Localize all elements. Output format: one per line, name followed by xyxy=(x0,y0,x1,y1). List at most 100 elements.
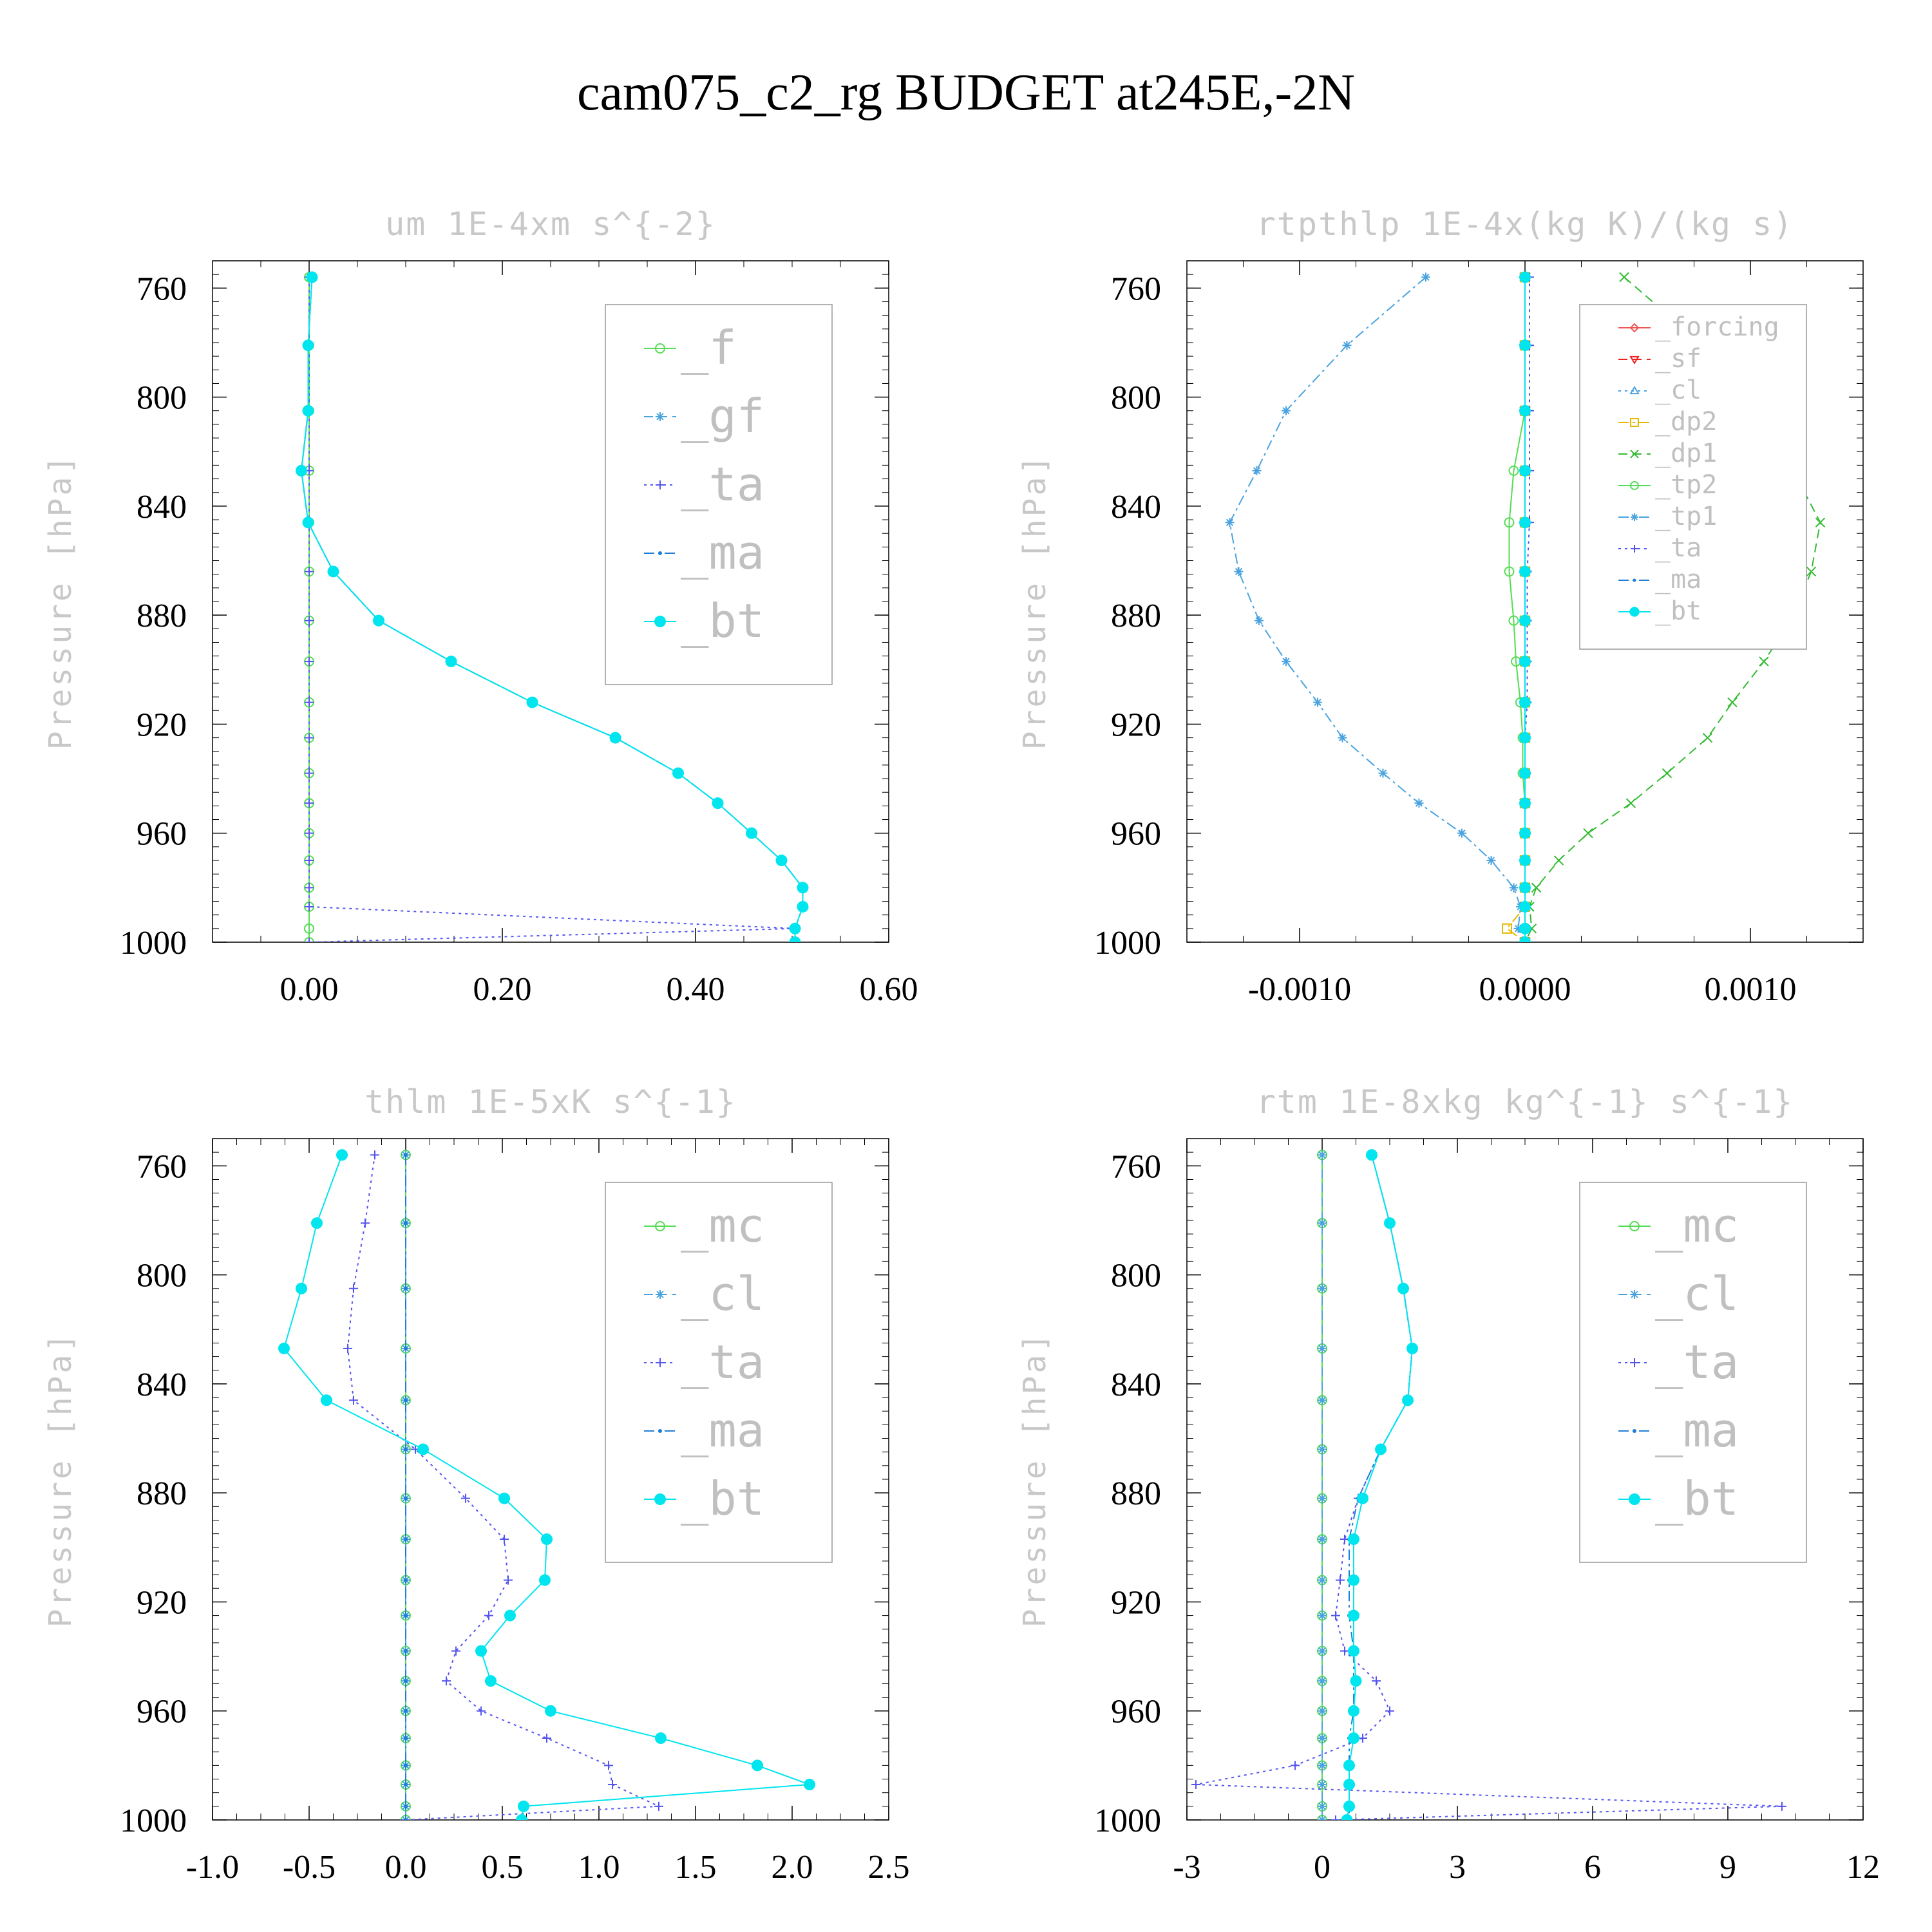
data-point-ta xyxy=(349,1283,358,1293)
data-point-tp2 xyxy=(1508,465,1519,476)
data-point-bt xyxy=(775,855,788,867)
data-point-ta xyxy=(461,1493,470,1503)
series-group xyxy=(1191,1149,1786,1820)
legend: _f _gf _ta _ma _bt xyxy=(605,304,833,685)
data-point-bt xyxy=(1519,922,1531,934)
legend-marker xyxy=(1629,607,1640,617)
data-point-bt xyxy=(789,936,801,942)
legend-label: _sf xyxy=(1655,344,1701,374)
y-tick-label: 1000 xyxy=(1094,1803,1161,1839)
data-point-tp1 xyxy=(1421,272,1430,282)
legend-marker xyxy=(658,551,662,555)
data-point-bt xyxy=(789,922,801,934)
legend-marker xyxy=(656,1290,665,1299)
legend-marker xyxy=(1629,355,1640,365)
x-tick-label: -0.5 xyxy=(283,1849,336,1886)
data-point-ta xyxy=(1340,1646,1349,1656)
data-point-ta xyxy=(370,1150,379,1160)
legend-marker xyxy=(1630,418,1639,427)
y-tick-label: 920 xyxy=(137,1584,187,1621)
data-point-tp1 xyxy=(1225,518,1235,527)
chart-panel-2: rtpthlp 1E-4x(kg K)/(kg s) Pressure [hPa]… xyxy=(1017,205,1864,1008)
data-point-bt xyxy=(712,797,724,810)
data-point-cl xyxy=(1318,1150,1327,1160)
data-point-bt xyxy=(1343,1759,1355,1772)
data-point-ma xyxy=(404,1153,408,1157)
data-point-dp1 xyxy=(1806,566,1817,577)
data-point-cl xyxy=(1318,1611,1327,1620)
data-point-ta xyxy=(361,1218,370,1228)
data-point-bt xyxy=(296,464,307,477)
data-point-ta xyxy=(349,1396,358,1405)
data-point-bt xyxy=(1519,827,1531,839)
x-tick-label: 12 xyxy=(1846,1849,1880,1886)
y-tick-label: 800 xyxy=(137,380,187,417)
legend-marker xyxy=(656,412,665,421)
data-point-cl xyxy=(1318,1343,1327,1353)
data-point-dp1 xyxy=(1531,882,1542,893)
legend-label: _ta xyxy=(681,1335,764,1389)
data-point-bt xyxy=(655,1732,667,1745)
legend-label: _dp2 xyxy=(1655,407,1717,437)
data-point-bt xyxy=(1397,1282,1409,1294)
data-point-bt xyxy=(516,1814,527,1820)
data-point-bt xyxy=(1519,900,1531,913)
data-point-bt xyxy=(518,1800,529,1812)
y-axis-label: Pressure [hPa] xyxy=(43,1331,79,1628)
legend-marker xyxy=(1630,1290,1639,1299)
x-tick-label: 0.0000 xyxy=(1479,971,1571,1008)
data-point-bt xyxy=(1519,767,1531,779)
data-point-bt xyxy=(1348,1732,1359,1745)
data-point-ta xyxy=(305,902,314,911)
data-point-bt xyxy=(1519,404,1531,417)
data-point-ta xyxy=(305,768,314,778)
data-point-bt xyxy=(1375,1443,1387,1455)
figure-title: cam075_c2_rg BUDGET at245E,-2N xyxy=(577,64,1355,121)
legend-marker xyxy=(1630,481,1639,490)
y-tick-label: 960 xyxy=(137,816,187,853)
data-point-bt xyxy=(1348,1645,1359,1657)
data-point-ta xyxy=(1777,1801,1786,1811)
y-tick-label: 960 xyxy=(1111,1694,1161,1730)
data-point-ta xyxy=(305,567,314,576)
legend-label: _ta xyxy=(1655,1335,1739,1389)
data-point-bt xyxy=(327,565,339,578)
legend-box xyxy=(1579,304,1807,650)
legend-label: _gf xyxy=(681,389,764,443)
data-point-cl xyxy=(1318,1706,1327,1716)
legend: _mc _cl _ta _ma _bt xyxy=(1579,1182,1807,1563)
data-point-f xyxy=(304,923,314,934)
legend-marker xyxy=(1633,578,1636,582)
x-tick-label: 0.20 xyxy=(473,971,532,1008)
data-point-dp1 xyxy=(1727,697,1738,708)
panels-container: um 1E-4xm s^{-2} Pressure [hPa] 760 800 840 8… xyxy=(43,205,1880,1886)
data-point-ma xyxy=(404,1447,408,1452)
y-tick-label: 1000 xyxy=(1094,925,1161,961)
data-point-bt xyxy=(1519,696,1531,708)
data-point-cl xyxy=(1318,1761,1327,1770)
y-tick-label: 800 xyxy=(1111,380,1161,417)
data-point-ta xyxy=(608,1779,617,1789)
data-point-tp2 xyxy=(1508,615,1519,626)
data-point-ma xyxy=(404,1736,408,1741)
data-point-bt xyxy=(541,1533,553,1546)
legend-label: _mc xyxy=(681,1198,764,1253)
legend-box xyxy=(605,304,833,685)
data-point-ta xyxy=(1358,1734,1367,1743)
data-point-bt xyxy=(1348,1609,1359,1622)
y-tick-label: 800 xyxy=(137,1258,187,1294)
data-point-bt xyxy=(1402,1394,1414,1406)
data-point-ma xyxy=(404,1782,408,1786)
y-tick-label: 880 xyxy=(1111,1475,1161,1512)
data-point-bt xyxy=(609,732,621,744)
data-point-tp1 xyxy=(1282,406,1291,415)
x-tick-label: 0.5 xyxy=(482,1849,524,1886)
data-point-tp1 xyxy=(1457,828,1466,838)
data-point-cl xyxy=(1318,1779,1327,1789)
data-point-ta xyxy=(305,828,314,838)
data-point-dp1 xyxy=(1553,855,1564,866)
series-group xyxy=(1225,271,1826,942)
legend-marker xyxy=(1633,1429,1636,1433)
data-point-bt xyxy=(445,656,457,668)
legend-label: _ma xyxy=(681,526,764,580)
